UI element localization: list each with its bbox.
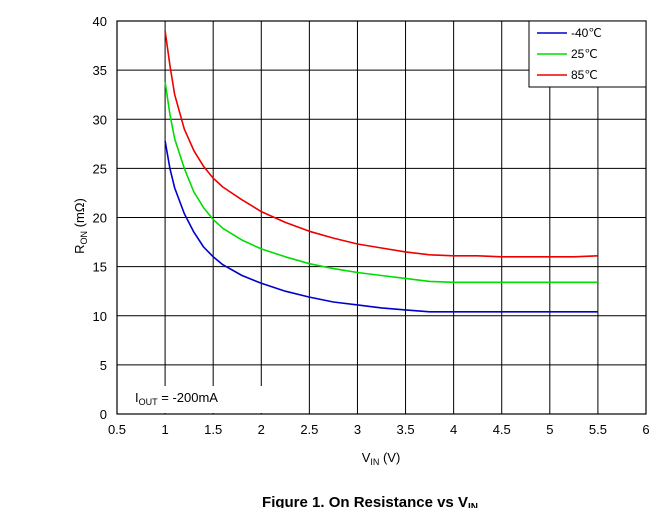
legend-label: 25℃ bbox=[571, 47, 598, 61]
x-tick-label: 2 bbox=[258, 422, 265, 437]
plot-frame bbox=[116, 20, 647, 415]
x-axis-label: VIN (V) bbox=[362, 450, 401, 467]
figure-caption: Figure 1. On Resistance vs VIN bbox=[262, 494, 478, 508]
x-tick-label: 5 bbox=[546, 422, 553, 437]
y-tick-label: 15 bbox=[93, 260, 107, 275]
x-tick-label: 4 bbox=[450, 422, 457, 437]
y-tick-label: 35 bbox=[93, 63, 107, 78]
x-tick-label: 1.5 bbox=[204, 422, 222, 437]
y-tick-label: 25 bbox=[93, 161, 107, 176]
x-tick-label: 4.5 bbox=[493, 422, 511, 437]
series-layer bbox=[164, 30, 598, 313]
x-tick-label: 5.5 bbox=[589, 422, 607, 437]
y-tick-label: 5 bbox=[100, 358, 107, 373]
y-tick-label: 30 bbox=[93, 112, 107, 127]
x-tick-label: 6 bbox=[642, 422, 649, 437]
current-annotation: IOUT = -200mA bbox=[135, 390, 218, 407]
series-line-1 bbox=[164, 140, 598, 313]
series-line-2 bbox=[164, 81, 598, 284]
x-tick-label: 0.5 bbox=[108, 422, 126, 437]
x-tick-label: 2.5 bbox=[300, 422, 318, 437]
legend: -40℃ 25℃ 85℃ bbox=[528, 20, 647, 88]
legend-label: 85℃ bbox=[571, 68, 598, 82]
y-tick-label: 0 bbox=[100, 407, 107, 422]
y-tick-label: 20 bbox=[93, 211, 107, 226]
y-tick-label: 40 bbox=[93, 14, 107, 29]
series-line-3 bbox=[164, 30, 598, 258]
legend-label: -40℃ bbox=[571, 26, 602, 40]
y-axis-label: RON (mΩ) bbox=[72, 198, 89, 254]
axes: 0.5 1 1.5 2 2.5 3 3.5 4 4.5 5 5.5 6 0 5 10 15 20 25 30 35 40 bbox=[93, 14, 650, 437]
y-tick-label: 10 bbox=[93, 309, 107, 324]
x-tick-label: 1 bbox=[161, 422, 168, 437]
x-tick-label: 3.5 bbox=[397, 422, 415, 437]
x-tick-label: 3 bbox=[354, 422, 361, 437]
annotation-box bbox=[127, 386, 267, 413]
